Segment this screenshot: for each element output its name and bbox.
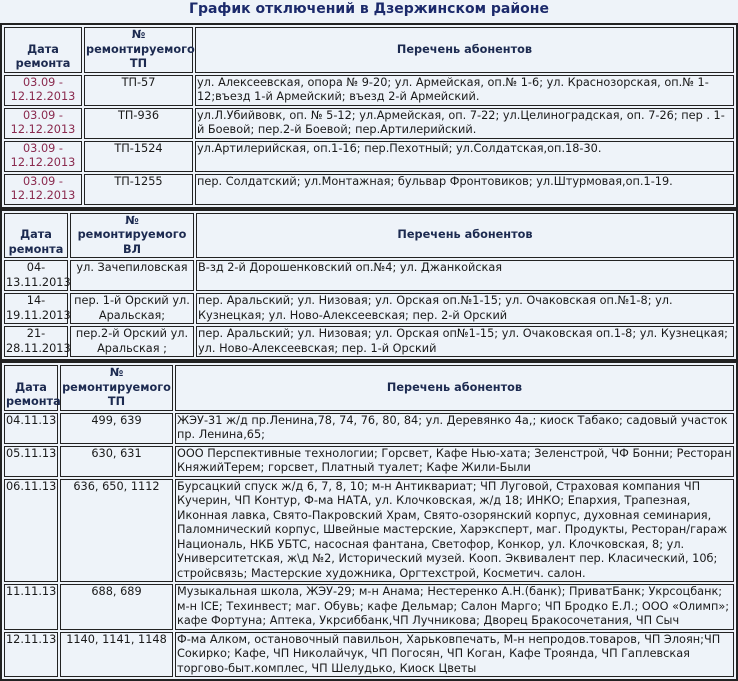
date-cell: 06.11.13 [4,478,58,582]
table-row: 14-19.11.2013 пер. 1-й Орский ул. Аральс… [4,293,734,324]
date-cell: 03.09 - 12.12.2013 [4,107,82,139]
subscribers-cell: Ф-ма Алком, остановочный павильон, Харьк… [175,631,734,677]
id-cell: пер.2-й Орский ул. Аральская ; [70,326,194,357]
date-cell: 04.11.13 [4,412,58,444]
page-title: График отключений в Дзержинском районе [189,1,549,17]
date-cell: 03.09 - 12.12.2013 [4,140,82,172]
header-id: № ремонтируемого ВЛ [70,212,194,258]
table-row: 12.11.13 1140, 1141, 1148 Ф-ма Алком, ос… [4,631,734,677]
id-cell: 636, 650, 1112 [60,478,173,582]
header-id: № ремонтируемого ТП [84,27,195,73]
id-cell: 630, 631 [60,445,173,477]
date-cell: 04-13.11.2013 [4,260,71,291]
id-cell: ул. Зачепиловская [70,260,194,291]
table-row: 03.09 - 12.12.2013 ТП-57 ул. Алексеевска… [4,74,734,106]
id-cell: ТП-57 [84,74,193,106]
table-row: 03.09 - 12.12.2013 ТП-1524 ул.Артилерийс… [4,140,734,172]
date-cell: 05.11.13 [4,445,58,477]
header-subscribers: Перечень абонентов [196,212,734,258]
date-cell: 03.09 - 12.12.2013 [4,74,82,106]
subscribers-cell: ООО Перспективные технологии; Горсвет, К… [175,445,734,477]
id-cell: пер. 1-й Орский ул. Аральская; [70,293,194,324]
header-subscribers: Перечень абонентов [175,365,734,411]
subscribers-cell: Бурсацкий спуск ж/д 6, 7, 8, 10; м-н Ант… [175,478,734,582]
table-row: 03.09 - 12.12.2013 ТП-936 ул.Л.Убийвовк,… [4,107,734,139]
date-cell: 03.09 - 12.12.2013 [4,173,82,205]
table-row: 03.09 - 12.12.2013 ТП-1255 пер. Солдатск… [4,173,734,205]
table-header-row: Дата ремонта № ремонтируемого ТП Перечен… [4,365,734,411]
date-cell: 11.11.13 [4,584,58,630]
subscribers-cell: В-зд 2-й Дорошенковский оп.№4; ул. Джанк… [196,260,734,291]
tp2-outage-table: Дата ремонта № ремонтируемого ТП Перечен… [0,361,738,681]
table-header-row: Дата ремонта № ремонтируемого ВЛ Перечен… [4,212,734,258]
vl-outage-table: Дата ремонта № ремонтируемого ВЛ Перечен… [0,208,738,361]
id-cell: 1140, 1141, 1148 [60,631,173,677]
id-cell: ТП-936 [84,107,193,139]
table-row: 11.11.13 688, 689 Музыкальная школа, ЖЭУ… [4,584,734,630]
table-header-row: Дата ремонта № ремонтируемого ТП Перечен… [4,27,734,73]
subscribers-cell: пер. Солдатский; ул.Монтажная; бульвар Ф… [195,173,734,205]
table-row: 05.11.13 630, 631 ООО Перспективные техн… [4,445,734,477]
header-date: Дата ремонта [4,212,68,258]
tp-outage-table: Дата ремонта № ремонтируемого ТП Перечен… [0,23,738,209]
header-date: Дата ремонта [4,365,61,411]
header-date: Дата ремонта [4,27,82,73]
date-cell: 12.11.13 [4,631,58,677]
subscribers-cell: ул. Алексеевская, опора № 9-20; ул. Арме… [195,74,734,106]
header-id: № ремонтируемого ТП [60,365,173,411]
id-cell: 499, 639 [60,412,173,444]
subscribers-cell: ул.Артилерийская, оп.1-16; пер.Пехотный;… [195,140,734,172]
date-cell: 14-19.11.2013 [4,293,71,324]
subscribers-cell: пер. Аральский; ул. Низовая; ул. Орская … [196,326,734,357]
table-row: 21-28.11.2013 пер.2-й Орский ул. Аральск… [4,326,734,357]
id-cell: ТП-1255 [84,173,193,205]
id-cell: ТП-1524 [84,140,193,172]
date-cell: 21-28.11.2013 [4,326,71,357]
table-row: 04-13.11.2013 ул. Зачепиловская В-зд 2-й… [4,260,734,291]
subscribers-cell: пер. Аральский; ул. Низовая; ул. Орская … [196,293,734,324]
id-cell: 688, 689 [60,584,173,630]
subscribers-cell: Музыкальная школа, ЖЭУ-29; м-н Анама; Не… [175,584,734,630]
table-row: 06.11.13 636, 650, 1112 Бурсацкий спуск … [4,478,734,582]
header-subscribers: Перечень абонентов [195,27,734,73]
subscribers-cell: ЖЭУ-31 ж/д пр.Ленина,78, 74, 76, 80, 84;… [175,412,734,444]
subscribers-cell: ул.Л.Убийвовк, оп. № 5-12; ул.Армейская,… [195,107,734,139]
table-row: 04.11.13 499, 639 ЖЭУ-31 ж/д пр.Ленина,7… [4,412,734,444]
